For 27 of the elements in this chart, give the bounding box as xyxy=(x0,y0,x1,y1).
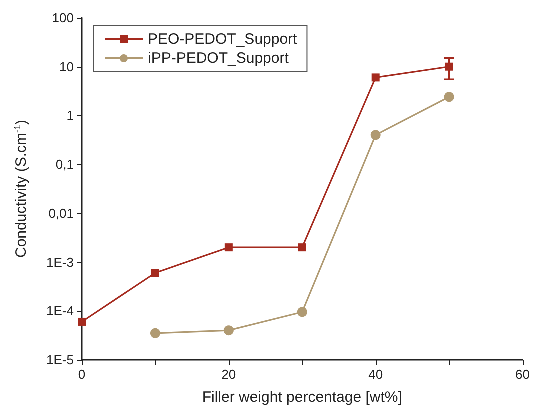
x-axis-title: Filler weight percentage [wt%] xyxy=(202,389,402,406)
x-tick-label: 0 xyxy=(78,367,86,382)
x-tick-label: 40 xyxy=(368,367,384,382)
y-tick-label: 1E-3 xyxy=(46,254,74,270)
point xyxy=(370,130,381,140)
point xyxy=(445,62,454,71)
y-axis-title: Conductivity (S.cm-1) xyxy=(12,120,30,258)
point xyxy=(78,318,86,326)
point xyxy=(298,244,306,252)
y-tick-label: 1 xyxy=(66,108,74,124)
x-tick-label: 60 xyxy=(516,367,530,382)
point xyxy=(297,307,308,318)
legend-label: PEO-PEDOT_Support xyxy=(148,31,298,48)
y-tick-label: 1E-5 xyxy=(46,352,74,368)
y-tick-label: 0,1 xyxy=(56,157,74,172)
point xyxy=(150,328,160,338)
y-tick-label: 10 xyxy=(60,59,74,74)
point xyxy=(151,269,160,278)
y-tick-label: 100 xyxy=(52,10,74,26)
legend-label: iPP-PEDOT_Support xyxy=(148,50,290,67)
y-tick-label: 1E-4 xyxy=(46,304,74,319)
point xyxy=(372,74,380,82)
point xyxy=(444,92,454,102)
point xyxy=(224,244,233,252)
point xyxy=(224,326,234,336)
y-tick-label: 0,01 xyxy=(48,206,74,221)
x-tick-label: 20 xyxy=(222,367,236,382)
